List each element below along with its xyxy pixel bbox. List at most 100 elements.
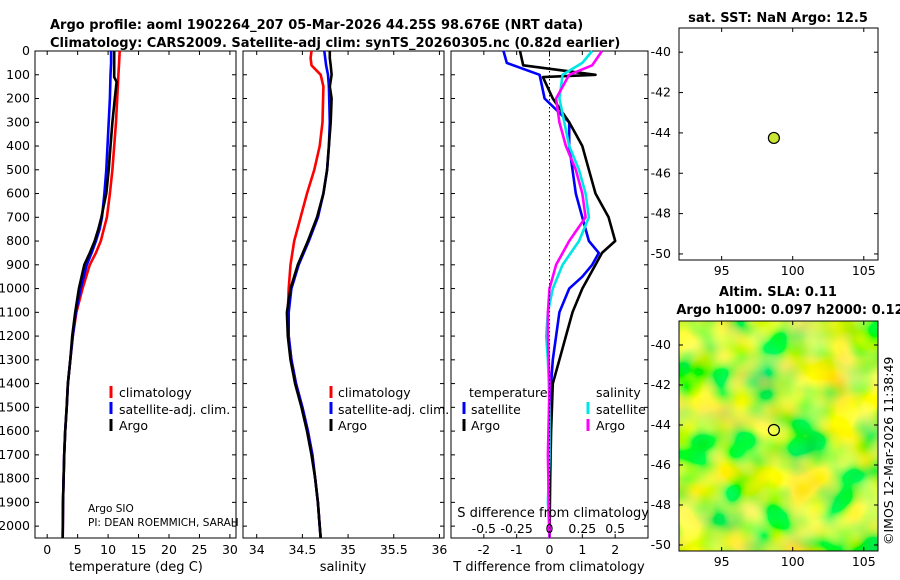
x-tick-label-salinity: 0.5 — [605, 521, 625, 536]
series-salinity-climatology — [286, 50, 325, 539]
depth-tick-label: 1300 — [0, 352, 30, 367]
x-tick-label: 0 — [43, 542, 51, 557]
sla-map — [678, 320, 879, 552]
legend-argo: Argo — [119, 418, 148, 433]
depth-tick-label: 1700 — [0, 447, 30, 462]
legend-salinity-title: salinity — [596, 385, 641, 400]
x-tick-label-salinity: -0.25 — [500, 521, 532, 536]
map-x-tick-label: 100 — [781, 554, 805, 569]
x-tick-label: 34.5 — [288, 542, 316, 557]
depth-tick-label: 1500 — [0, 399, 30, 414]
map-x-tick-label: 95 — [714, 554, 730, 569]
map-y-tick-label: -44 — [651, 125, 671, 140]
legend-temperature-title: temperature — [469, 385, 548, 400]
salinity-xlabel: salinity — [320, 560, 367, 575]
depth-tick-label: 1800 — [0, 471, 30, 486]
depth-tick-label: 500 — [6, 162, 30, 177]
depth-tick-label: 100 — [6, 67, 30, 82]
legend-argo-s: Argo — [338, 418, 367, 433]
x-tick-label: 5 — [74, 542, 82, 557]
t-difference-xlabel: T difference from climatology — [452, 560, 645, 575]
salinity-legend: climatology satellite-adj. clim. Argo — [329, 385, 449, 433]
map-y-tick-label: -50 — [651, 537, 671, 552]
sla-map-title-2: Argo h1000: 0.097 h2000: 0.12 — [676, 303, 900, 318]
legend-s-argo: Argo — [596, 418, 625, 433]
temperature-axes — [34, 50, 237, 539]
legend-satellite-s: satellite-adj. clim. — [338, 402, 449, 417]
map-y-tick-label: -40 — [651, 337, 671, 352]
depth-tick-label: 1900 — [0, 494, 30, 509]
map-x-tick-label: 105 — [852, 554, 876, 569]
legend-t-satellite: satellite — [471, 402, 521, 417]
map-y-tick-label: -48 — [651, 206, 671, 221]
depth-tick-label: 1400 — [0, 376, 30, 391]
map-y-tick-label: -46 — [651, 457, 671, 472]
depth-tick-label: 2000 — [0, 518, 30, 533]
map-y-tick-label: -50 — [651, 246, 671, 261]
series-salinity-satellite-adj-clim- — [287, 50, 332, 539]
x-tick-label: 35 — [340, 542, 356, 557]
sst-map-title: sat. SST: NaN Argo: 12.5 — [688, 11, 868, 26]
x-tick-label: 34 — [249, 542, 265, 557]
map-y-tick-label: -48 — [651, 497, 671, 512]
map-y-tick-label: -40 — [651, 44, 671, 59]
depth-tick-label: 1600 — [0, 423, 30, 438]
sla-map-title-1: Altim. SLA: 0.11 — [719, 285, 837, 300]
source-note-2: PI: DEAN ROEMMICH, SARAH — [88, 517, 239, 529]
x-tick-label: -1 — [510, 542, 522, 557]
x-tick-label: 1 — [578, 542, 586, 557]
series-temperature-satellite-adj-clim- — [61, 51, 113, 539]
legend-satellite: satellite-adj. clim. — [119, 402, 230, 417]
sst-map-axes — [678, 27, 879, 261]
map-y-tick-label: -42 — [651, 85, 671, 100]
x-tick-label-salinity: 0.25 — [568, 521, 596, 536]
temperature-legend: climatology satellite-adj. clim. Argo — [109, 385, 230, 433]
x-tick-label: 25 — [192, 542, 208, 557]
series-salinity-argo — [285, 51, 333, 539]
s-difference-xlabel: S difference from climatology — [457, 506, 649, 521]
depth-tick-label: 300 — [6, 114, 30, 129]
x-tick-label: 15 — [131, 542, 147, 557]
x-tick-label: 36 — [431, 542, 447, 557]
temperature-xlabel: temperature (deg C) — [69, 560, 203, 575]
map-x-tick-label: 105 — [852, 263, 876, 278]
imos-watermark: ©IMOS 12-Mar-2026 11:38:49 — [881, 357, 896, 545]
depth-tick-label: 900 — [6, 257, 30, 272]
x-tick-label: 10 — [100, 542, 116, 557]
depth-tick-label: 700 — [6, 209, 30, 224]
header-title-line2: Climatology: CARS2009. Satellite-adj cli… — [50, 36, 620, 51]
series-temperature-argo — [61, 51, 118, 539]
series-difference-argo-s — [546, 50, 604, 539]
argo-position-marker — [767, 131, 780, 145]
map-y-tick-label: -44 — [651, 417, 671, 432]
series-difference-argo-t — [518, 50, 617, 539]
legend-climatology-s: climatology — [338, 385, 411, 400]
legend-climatology: climatology — [119, 385, 192, 400]
x-tick-label: 30 — [222, 542, 238, 557]
depth-tick-label: 1100 — [0, 304, 30, 319]
x-tick-label: 2 — [611, 542, 619, 557]
x-tick-label: 0 — [546, 542, 554, 557]
salinity-axes — [242, 50, 445, 539]
argo-position-marker — [767, 423, 780, 437]
x-tick-label-salinity: -0.5 — [472, 521, 496, 536]
source-note-1: Argo SIO — [88, 503, 134, 515]
depth-tick-label: 800 — [6, 233, 30, 248]
depth-tick-label: 600 — [6, 186, 30, 201]
x-tick-label: 35.5 — [380, 542, 408, 557]
depth-tick-label: 400 — [6, 138, 30, 153]
depth-tick-label: 0 — [22, 43, 30, 58]
legend-t-argo: Argo — [471, 418, 500, 433]
header-title-line1: Argo profile: aoml 1902264_207 05-Mar-20… — [50, 18, 583, 33]
difference-legend: temperature satellite Argo salinity sate… — [462, 385, 646, 433]
depth-tick-label: 1000 — [0, 281, 30, 296]
map-y-tick-label: -42 — [651, 377, 671, 392]
legend-s-satellite: satellite — [596, 402, 646, 417]
x-tick-label: 20 — [161, 542, 177, 557]
x-tick-label: -2 — [478, 542, 490, 557]
depth-tick-label: 200 — [6, 91, 30, 106]
depth-tick-label: 1200 — [0, 328, 30, 343]
map-x-tick-label: 100 — [781, 263, 805, 278]
map-y-tick-label: -46 — [651, 165, 671, 180]
